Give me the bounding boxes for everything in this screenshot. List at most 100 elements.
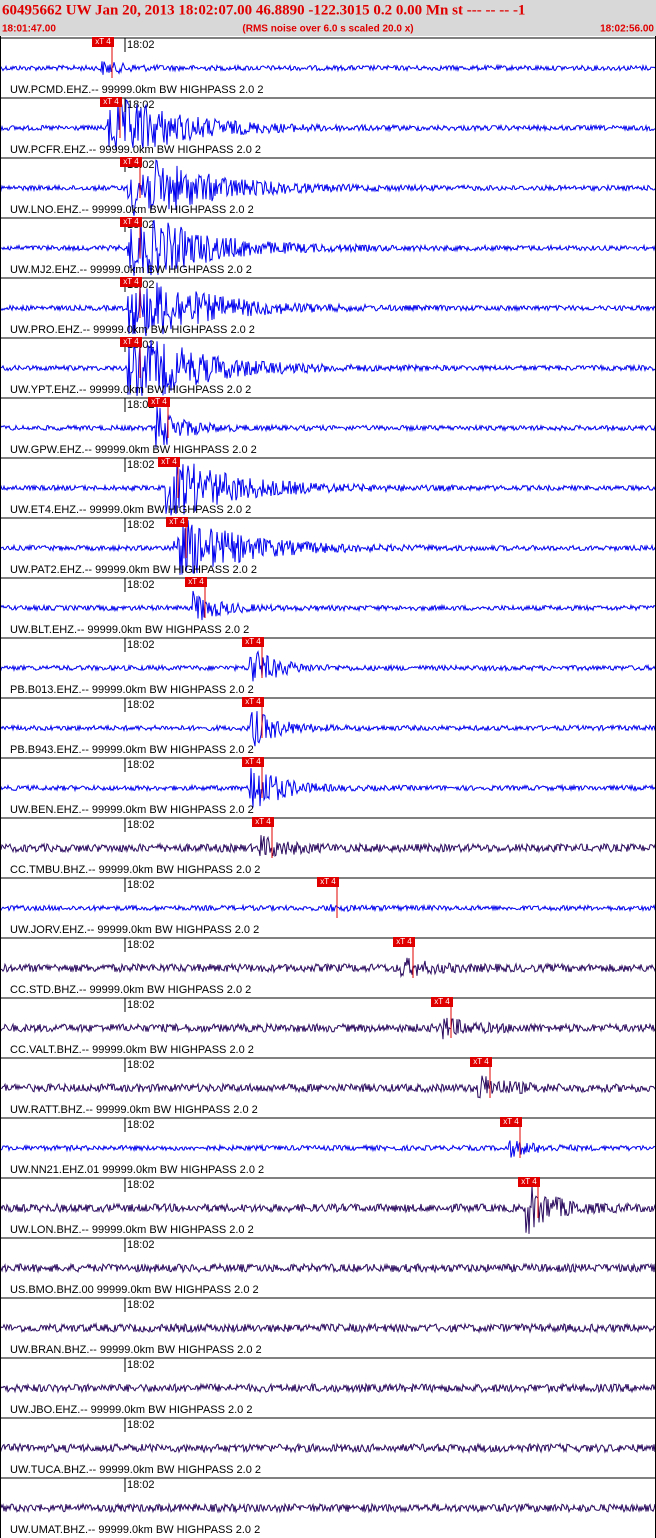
waveform [0, 340, 656, 396]
pick-box [470, 1057, 492, 1067]
pick-box [185, 577, 207, 587]
end-time: 18:02:56.00 [600, 24, 654, 35]
trace-label: UW.BLT.EHZ.-- 99999.0km BW HIGHPASS 2.0 … [10, 624, 249, 636]
trace-label: UW.PAT2.EHZ.-- 99999.0km BW HIGHPASS 2.0… [10, 564, 257, 576]
pick-box [166, 517, 188, 527]
waveform [0, 590, 656, 621]
trace-label: PB.B013.EHZ.-- 99999.0km BW HIGHPASS 2.0… [10, 684, 254, 696]
trace-label: UW.PCFR.EHZ.-- 99999.0km BW HIGHPASS 2.0… [10, 144, 261, 156]
pick-label: xT 4 [245, 637, 261, 646]
time-mark: 18:02 [127, 579, 155, 591]
pick-box [120, 157, 142, 167]
time-mark: 18:02 [127, 1359, 155, 1371]
trace-label: UW.ET4.EHZ.-- 99999.0km BW HIGHPASS 2.0 … [10, 504, 251, 516]
waveform [0, 406, 656, 448]
pick-label: xT 4 [255, 817, 271, 826]
waveform [0, 159, 656, 216]
waveform [0, 1185, 656, 1234]
waveform [0, 520, 656, 575]
pick-label: xT 4 [123, 217, 139, 226]
time-mark: 18:02 [127, 939, 155, 951]
header-band [0, 0, 656, 36]
time-mark: 18:02 [127, 39, 155, 51]
pick-box [242, 757, 264, 767]
waveform [0, 1322, 656, 1334]
time-mark: 18:02 [127, 879, 155, 891]
time-mark: 18:02 [127, 1179, 155, 1191]
waveform [0, 461, 656, 516]
time-mark: 18:02 [127, 999, 155, 1011]
pick-label: xT 4 [188, 577, 204, 586]
trace-label: UW.BRAN.BHZ.-- 99999.0km BW HIGHPASS 2.0… [10, 1344, 262, 1356]
time-mark: 18:02 [127, 399, 155, 411]
waveform [0, 650, 656, 682]
pick-box [393, 937, 415, 947]
time-mark: 18:02 [127, 1299, 155, 1311]
waveform [0, 220, 656, 276]
waveform [0, 957, 656, 979]
trace-label: UW.TUCA.BHZ.-- 99999.0km BW HIGHPASS 2.0… [10, 1464, 261, 1476]
waveform [0, 835, 656, 857]
time-mark: 18:02 [127, 639, 155, 651]
pick-label: xT 4 [396, 937, 412, 946]
pick-box [242, 697, 264, 707]
pick-label: xT 4 [434, 997, 450, 1006]
waveform [0, 61, 656, 75]
pick-box [518, 1177, 540, 1187]
pick-label: xT 4 [169, 517, 185, 526]
scale-note: (RMS noise over 6.0 s scaled 20.0 x) [242, 24, 413, 35]
pick-box [431, 997, 453, 1007]
pick-label: xT 4 [320, 877, 336, 886]
pick-label: xT 4 [503, 1117, 519, 1126]
waveform [0, 1442, 656, 1454]
trace-label: UW.LNO.EHZ.-- 99999.0km BW HIGHPASS 2.0 … [10, 204, 254, 216]
time-mark: 18:02 [127, 759, 155, 771]
pick-box [120, 217, 142, 227]
waveform [0, 1502, 656, 1514]
trace-label: UW.JORV.EHZ.-- 99999.0km BW HIGHPASS 2.0… [10, 924, 259, 936]
pick-label: xT 4 [161, 457, 177, 466]
trace-label: CC.TMBU.BHZ.-- 99999.0km BW HIGHPASS 2.0… [10, 864, 260, 876]
pick-box [252, 817, 274, 827]
waveform [0, 1017, 656, 1040]
trace-label: UW.PCMD.EHZ.-- 99999.0km BW HIGHPASS 2.0… [10, 84, 263, 96]
pick-box [158, 457, 180, 467]
trace-label: UW.NN21.EHZ.01 99999.0km BW HIGHPASS 2.0… [10, 1164, 264, 1176]
trace-label: CC.VALT.BHZ.-- 99999.0km BW HIGHPASS 2.0… [10, 1044, 254, 1056]
trace-label: CC.STD.BHZ.-- 99999.0km BW HIGHPASS 2.0 … [10, 984, 251, 996]
pick-label: xT 4 [245, 757, 261, 766]
time-mark: 18:02 [127, 699, 155, 711]
time-mark: 18:02 [127, 1119, 155, 1131]
trace-label: UW.RATT.BHZ.-- 99999.0km BW HIGHPASS 2.0… [10, 1104, 258, 1116]
time-mark: 18:02 [127, 1239, 155, 1251]
pick-label: xT 4 [245, 697, 261, 706]
waveform [0, 1262, 656, 1274]
pick-label: xT 4 [123, 337, 139, 346]
pick-box [148, 397, 170, 407]
trace-label: UW.UMAT.BHZ.-- 99999.0km BW HIGHPASS 2.0… [10, 1524, 260, 1536]
trace-label: UW.GPW.EHZ.-- 99999.0km BW HIGHPASS 2.0 … [10, 444, 257, 456]
pick-label: xT 4 [95, 37, 111, 46]
pick-label: xT 4 [521, 1177, 537, 1186]
pick-box [317, 877, 339, 887]
event-title: 60495662 UW Jan 20, 2013 18:02:07.00 46.… [2, 2, 525, 18]
waveform [0, 1075, 656, 1099]
waveform [0, 99, 656, 150]
pick-label: xT 4 [103, 97, 119, 106]
trace-label: US.BMO.BHZ.00 99999.0km BW HIGHPASS 2.0 … [10, 1284, 259, 1296]
waveform [0, 1140, 656, 1158]
time-mark: 18:02 [127, 1479, 155, 1491]
waveform [0, 711, 656, 747]
pick-box [120, 337, 142, 347]
waveform [0, 768, 656, 808]
pick-label: xT 4 [123, 157, 139, 166]
trace-label: UW.LON.BHZ.-- 99999.0km BW HIGHPASS 2.0 … [10, 1224, 254, 1236]
pick-label: xT 4 [151, 397, 167, 406]
pick-box [500, 1117, 522, 1127]
waveform [0, 1382, 656, 1394]
trace-label: UW.MJ2.EHZ.-- 99999.0km BW HIGHPASS 2.0 … [10, 264, 252, 276]
trace-label: UW.JBO.EHZ.-- 99999.0km BW HIGHPASS 2.0 … [10, 1404, 252, 1416]
time-mark: 18:02 [127, 1059, 155, 1071]
pick-box [92, 37, 114, 47]
